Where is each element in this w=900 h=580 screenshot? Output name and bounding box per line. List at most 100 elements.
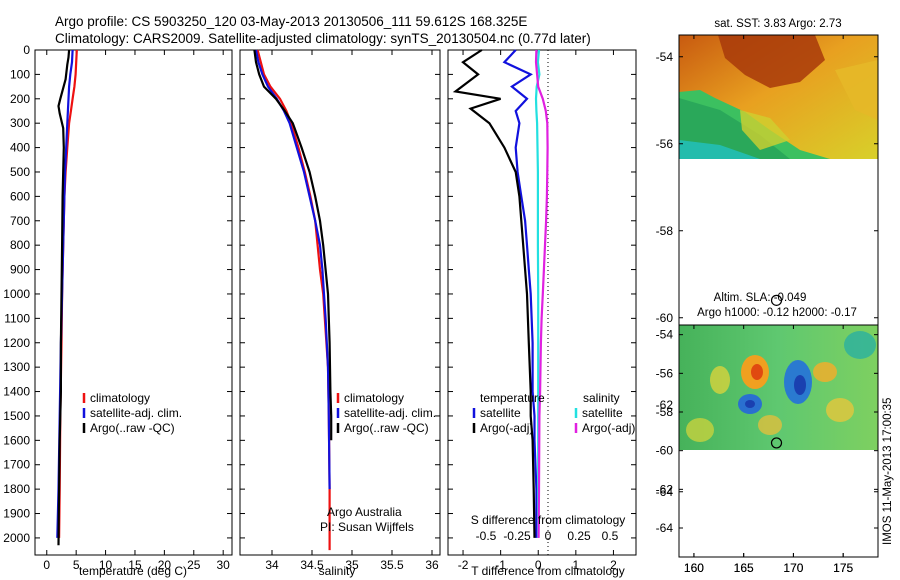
x-tick-label: 34.5 xyxy=(300,558,324,572)
top-tick-label: -0.5 xyxy=(476,529,497,543)
sla-heatmap xyxy=(679,325,878,450)
legend-entry: satellite-adj. clim. xyxy=(90,406,182,420)
sla-map-frame xyxy=(678,324,879,558)
temperature-x-label: temperature (deg C) xyxy=(79,564,187,578)
y-tick-label: 300 xyxy=(10,116,30,130)
y-tick-label: 600 xyxy=(10,189,30,203)
difference-y-ticks xyxy=(448,49,636,539)
x-tick-label: 170 xyxy=(783,561,803,575)
top-tick-label: -0.25 xyxy=(503,529,531,543)
x-tick-label: 30 xyxy=(216,558,230,572)
legend-entry: climatology xyxy=(90,391,150,405)
salinity-x-axis: 34 34.5 35 35.5 36 xyxy=(265,50,439,572)
y-tick-label: 200 xyxy=(10,92,30,106)
salinity-axes-frame xyxy=(239,49,441,556)
legend-entry: satellite-adj. clim. xyxy=(344,406,436,420)
y-tick-label: 1200 xyxy=(3,336,30,350)
temperature-difference-label: T difference from climatology xyxy=(471,564,625,578)
difference-salinity-axis: -0.5 -0.25 0 0.25 0.5 xyxy=(476,529,619,543)
x-tick-label: 10 xyxy=(99,558,113,572)
series-line xyxy=(253,49,333,441)
y-tick-label: 500 xyxy=(10,165,30,179)
y-tick-label: -60 xyxy=(656,311,674,325)
sst-argo-marker xyxy=(770,294,783,306)
y-tick-label: 1700 xyxy=(3,458,30,472)
sst-map-panel: sat. SST: 3.83 Argo: 2.73 160 165 170 175 -… xyxy=(656,18,879,575)
x-tick-label: 36 xyxy=(425,558,439,572)
salinity-difference-label: S difference from climatology xyxy=(471,513,626,527)
x-tick-label: 34 xyxy=(265,558,279,572)
legend-entry: Argo(..raw -QC) xyxy=(344,421,429,435)
x-tick-label: 15 xyxy=(128,558,142,572)
top-tick-label: 0.25 xyxy=(567,529,591,543)
difference-series xyxy=(452,49,549,538)
legend-entry: Argo(..raw -QC) xyxy=(90,421,175,435)
x-tick-label: 20 xyxy=(158,558,172,572)
y-tick-label: 100 xyxy=(10,67,30,81)
y-tick-label: 1600 xyxy=(3,433,30,447)
top-tick-label: 0 xyxy=(545,529,552,543)
x-tick-label: 25 xyxy=(187,558,201,572)
legend-entry: Argo(-adj) xyxy=(480,421,533,435)
series-line xyxy=(57,49,71,546)
legend-entry: satellite xyxy=(582,406,623,420)
series-line xyxy=(254,49,331,490)
difference-panel: -2 -1 0 1 2 -0.5 -0.25 0 0.25 0.5 temperature sal… xyxy=(447,49,637,578)
y-tick-label: -56 xyxy=(656,137,674,151)
x-tick-label: 175 xyxy=(833,561,853,575)
y-tick-label: 1900 xyxy=(3,507,30,521)
temperature-axes-frame xyxy=(34,49,233,556)
x-tick-label: 35.5 xyxy=(380,558,404,572)
legend-title: salinity xyxy=(583,391,620,405)
x-tick-label: 160 xyxy=(684,561,704,575)
difference-legend: temperature salinitysatelliteArgo(-adj)sa… xyxy=(472,391,635,435)
y-tick-label: 900 xyxy=(10,263,30,277)
x-tick-label: 35 xyxy=(345,558,359,572)
x-tick-label: 1 xyxy=(572,558,579,572)
y-tick-label: -54 xyxy=(656,50,674,64)
y-tick-label: 400 xyxy=(10,141,30,155)
y-tick-label: 2000 xyxy=(3,531,30,545)
temperature-y-axis: 0 100 200 300 400 500 600 700 800 900 1000 1100 1200… xyxy=(3,43,232,545)
y-tick-label: 1300 xyxy=(3,360,30,374)
y-tick-label: 700 xyxy=(10,214,30,228)
x-tick-label: 5 xyxy=(73,558,80,572)
sla-map-panel: Altim. SLA: -0.049 Argo h1000: -0.12 h20… xyxy=(656,292,879,575)
y-tick-label: -58 xyxy=(656,405,674,419)
sla-map-x-axis: 160 165 170 175 xyxy=(684,325,854,575)
x-tick-label: 2 xyxy=(610,558,617,572)
sla-argo-marker xyxy=(770,437,783,449)
y-tick-label: 1800 xyxy=(3,482,30,496)
sst-map-title: sat. SST: 3.83 Argo: 2.73 xyxy=(714,18,841,30)
x-tick-label: 165 xyxy=(734,561,754,575)
x-tick-label: 175 xyxy=(833,561,853,575)
y-tick-label: -60 xyxy=(656,444,674,458)
imos-timestamp: IMOS 11-May-2013 17:00:35 xyxy=(882,398,894,545)
y-tick-label: -56 xyxy=(656,366,674,380)
series-line xyxy=(502,49,538,538)
salinity-series xyxy=(253,49,333,551)
sst-heatmap xyxy=(679,35,878,159)
y-tick-label: -62 xyxy=(656,482,674,496)
top-tick-label: 0.5 xyxy=(602,529,619,543)
sla-map-title-line-2: Argo h1000: -0.12 h2000: -0.17 xyxy=(697,307,857,319)
x-tick-label: -2 xyxy=(458,558,469,572)
legend-entry: Argo(-adj) xyxy=(582,421,635,435)
y-tick-label: -54 xyxy=(656,328,674,342)
y-tick-label: 1500 xyxy=(3,409,30,423)
legend-title: temperature xyxy=(480,391,545,405)
sst-map-y-axis: -54-56-58-60-62-64 xyxy=(656,50,878,499)
series-line xyxy=(534,49,549,538)
legend-entry: satellite xyxy=(480,406,521,420)
series-line xyxy=(452,49,536,538)
y-tick-label: 1000 xyxy=(3,287,30,301)
temperature-panel: 0100200300400500600700800900100011001200… xyxy=(3,43,233,578)
temperature-series xyxy=(56,49,78,546)
y-tick-label: -64 xyxy=(656,521,674,535)
y-tick-label: 0 xyxy=(23,43,30,57)
salinity-panel: 34 34.5 35 35.5 36 climatologysatellite-adj.… xyxy=(239,49,441,578)
x-tick-label: 0 xyxy=(43,558,50,572)
x-tick-label: 165 xyxy=(734,561,754,575)
header-line-2: Climatology: CARS2009. Satellite-adjuste… xyxy=(55,31,591,46)
